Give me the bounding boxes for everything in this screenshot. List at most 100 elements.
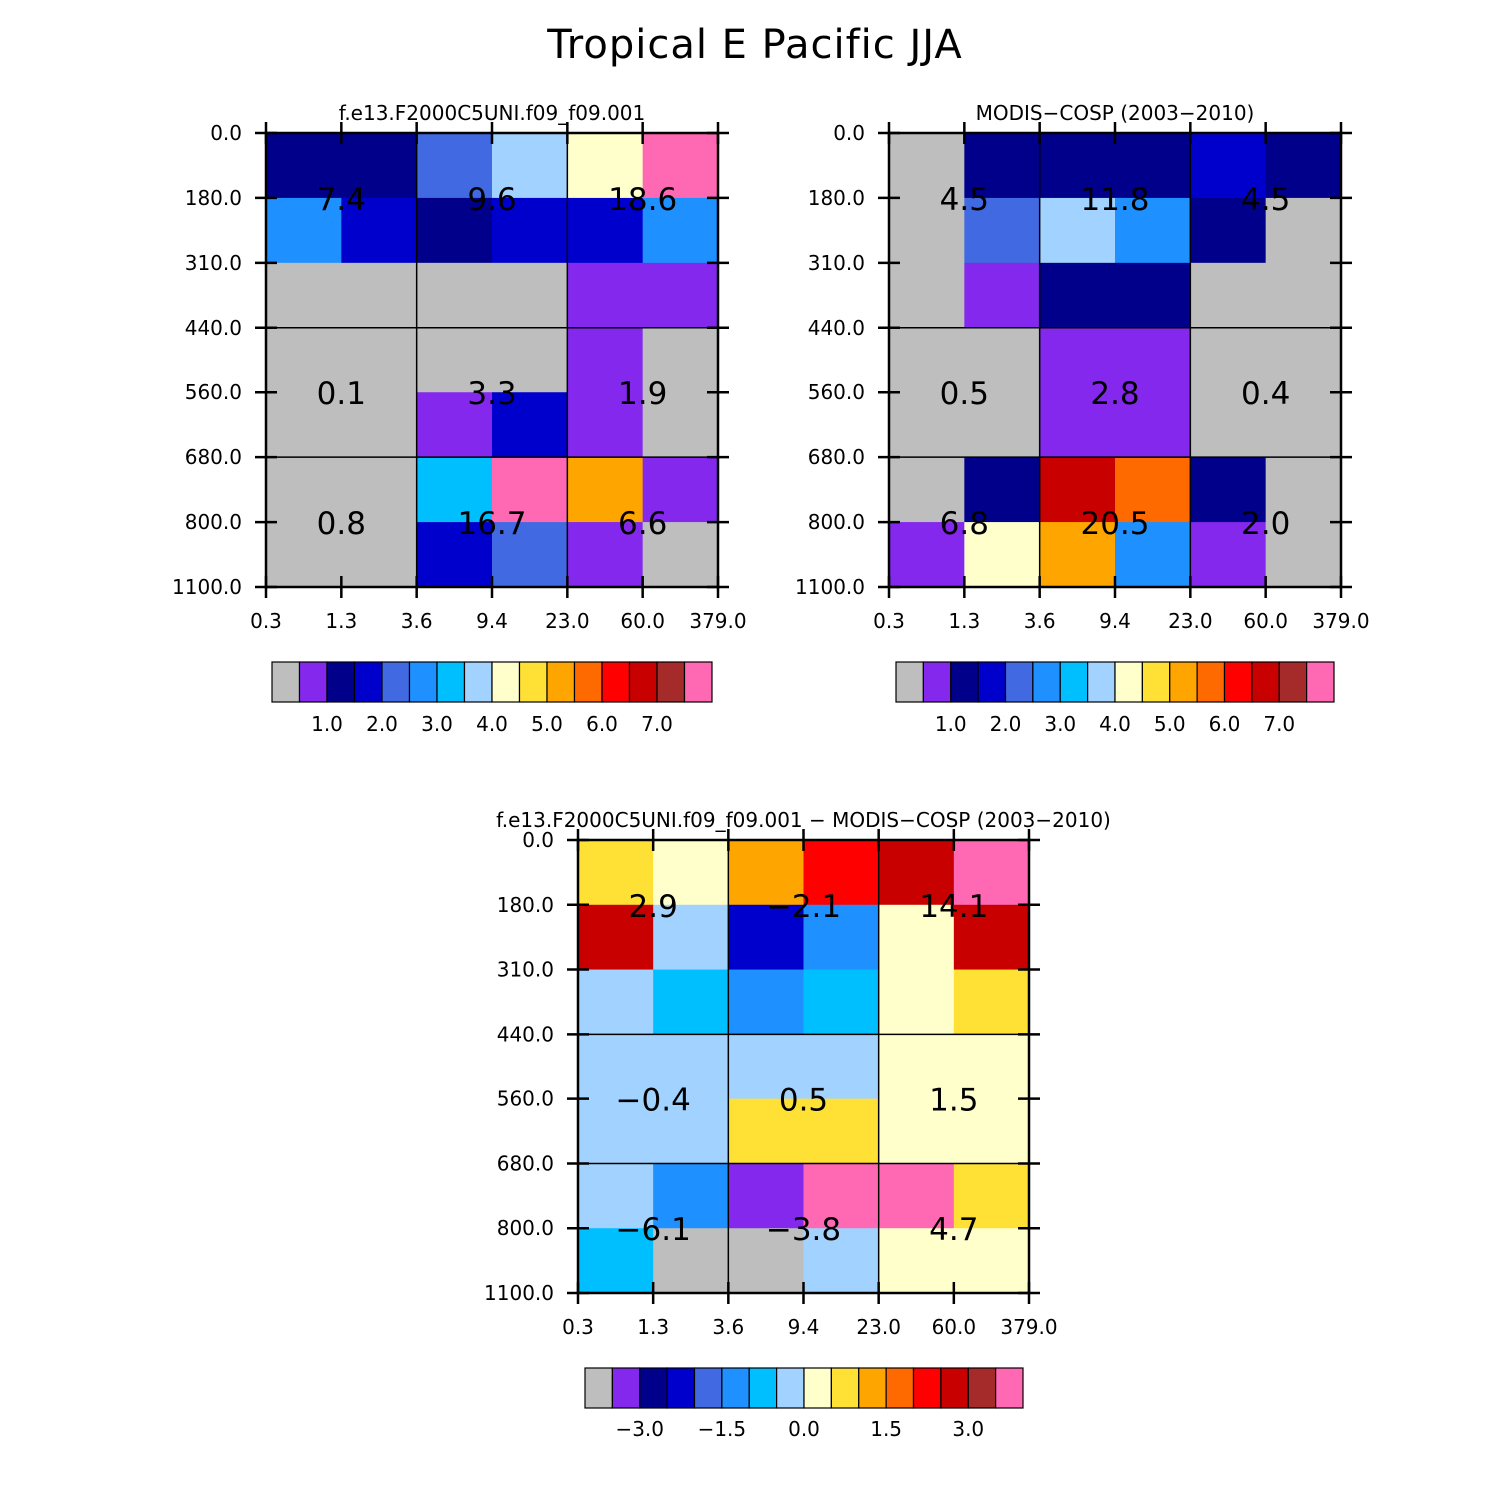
cell-value-label: 2.9	[629, 889, 678, 925]
colorbar-box	[408, 661, 438, 703]
heatmap-cell	[492, 327, 568, 393]
heatmap-cell	[416, 197, 493, 264]
colorbar-label: 3.0	[421, 712, 453, 736]
cell-value-label: 9.6	[467, 182, 516, 218]
colorbar-box	[611, 1367, 641, 1409]
heatmap-cell	[878, 1034, 955, 1100]
x-tick-label: 0.3	[562, 1315, 594, 1339]
heatmap-cell	[1115, 522, 1191, 588]
heatmap-cell	[341, 133, 418, 199]
cell-value-label: 20.5	[1080, 506, 1149, 542]
heatmap-cell	[578, 1034, 654, 1100]
heatmap-cell	[889, 522, 965, 588]
heatmap-cell	[1190, 522, 1267, 588]
cell-value-label: 4.5	[1241, 182, 1290, 218]
heatmap-cell	[653, 840, 729, 906]
heatmap-panel: f.e13.F2000C5UNI.f09_f09.001 7.4 9.6 18.6 0.…	[172, 101, 747, 736]
heatmap-cell	[642, 197, 719, 264]
colorbar-box	[950, 661, 979, 703]
colorbar-box	[573, 661, 603, 703]
heatmap-cell	[1265, 197, 1342, 264]
colorbar-label: −3.0	[615, 1417, 664, 1441]
heatmap-cell	[1115, 262, 1191, 329]
colorbar-box	[436, 661, 466, 703]
heatmap-cell	[653, 1098, 729, 1164]
colorbar-box	[683, 661, 713, 703]
colorbar-box	[1223, 661, 1253, 703]
panel-title: f.e13.F2000C5UNI.f09_f09.001	[339, 101, 646, 125]
colorbar-label: 0.0	[788, 1417, 820, 1441]
y-tick-label: 310.0	[808, 251, 865, 275]
colorbar-box	[546, 661, 576, 703]
colorbar-box	[1278, 661, 1308, 703]
heatmap-cell	[653, 1163, 729, 1229]
panel-title: MODIS−COSP (2003−2010)	[976, 101, 1255, 125]
heatmap-cell	[953, 1034, 1030, 1100]
heatmap-cell	[878, 904, 955, 971]
cell-value-label: 4.7	[929, 1212, 978, 1248]
cell-value-label: 4.5	[940, 182, 989, 218]
colorbar-box	[656, 661, 686, 703]
x-tick-label: 379.0	[1000, 1315, 1057, 1339]
heatmap-cell	[578, 1163, 654, 1229]
colorbar-box	[271, 661, 301, 703]
heatmap-cell	[1265, 392, 1342, 458]
colorbar-label: 1.0	[935, 712, 967, 736]
heatmap-cell	[889, 392, 965, 458]
colorbar-label: 5.0	[1154, 712, 1186, 736]
colorbar-box	[922, 661, 952, 703]
heatmap-cell	[878, 1228, 955, 1294]
heatmap-cell	[1190, 327, 1267, 393]
heatmap-cell	[642, 327, 719, 393]
heatmap-cell	[1265, 262, 1342, 329]
colorbar-box	[830, 1367, 860, 1409]
heatmap-cell	[416, 262, 493, 329]
colorbar-box	[491, 661, 521, 703]
heatmap-cell	[492, 262, 568, 329]
y-tick-label: 1100.0	[172, 575, 242, 599]
heatmap-cell	[1190, 197, 1267, 264]
heatmap-cell	[964, 262, 1041, 329]
colorbar-box	[1169, 661, 1198, 703]
x-tick-label: 379.0	[1312, 609, 1369, 633]
colorbar-box	[1087, 661, 1116, 703]
colorbar-box	[1004, 661, 1034, 703]
y-tick-label: 560.0	[497, 1087, 554, 1111]
x-tick-label: 9.4	[788, 1315, 820, 1339]
heatmap-cell	[1190, 392, 1267, 458]
heatmap-cell	[341, 197, 418, 264]
colorbar-box	[1032, 661, 1061, 703]
heatmap-cell	[728, 1228, 804, 1294]
heatmap-cell	[889, 133, 965, 199]
heatmap-cell	[578, 904, 654, 971]
heatmap-cell	[492, 392, 568, 458]
heatmap-cell	[416, 133, 493, 199]
heatmap-cell	[1115, 197, 1191, 264]
figure-title: Tropical E Pacific JJA	[547, 22, 963, 68]
cell-value-label: 2.8	[1090, 376, 1139, 412]
cell-value-label: 18.6	[608, 182, 677, 218]
x-tick-label: 60.0	[620, 609, 665, 633]
y-tick-label: 680.0	[497, 1151, 554, 1175]
cell-value-label: 6.6	[618, 506, 667, 542]
x-tick-label: 379.0	[689, 609, 746, 633]
x-tick-label: 0.3	[873, 609, 905, 633]
heatmap-cell	[266, 522, 342, 588]
colorbar-box	[1059, 661, 1089, 703]
colorbar-box	[463, 661, 493, 703]
heatmap-cell	[1265, 327, 1342, 393]
colorbar-box	[776, 1367, 805, 1409]
heatmap-cell	[803, 1163, 880, 1229]
heatmap-cell	[567, 197, 644, 264]
colorbar-box	[628, 661, 658, 703]
heatmap-cell	[1039, 392, 1116, 458]
y-tick-label: 310.0	[185, 251, 242, 275]
colorbar-label: 1.5	[870, 1417, 902, 1441]
colorbar-box	[1114, 661, 1143, 703]
y-tick-label: 0.0	[522, 828, 554, 852]
heatmap-cell	[642, 262, 719, 329]
colorbar-box	[721, 1367, 750, 1409]
panel-title: f.e13.F2000C5UNI.f09_f09.001 − MODIS−COS…	[496, 808, 1111, 832]
x-tick-label: 9.4	[476, 609, 508, 633]
